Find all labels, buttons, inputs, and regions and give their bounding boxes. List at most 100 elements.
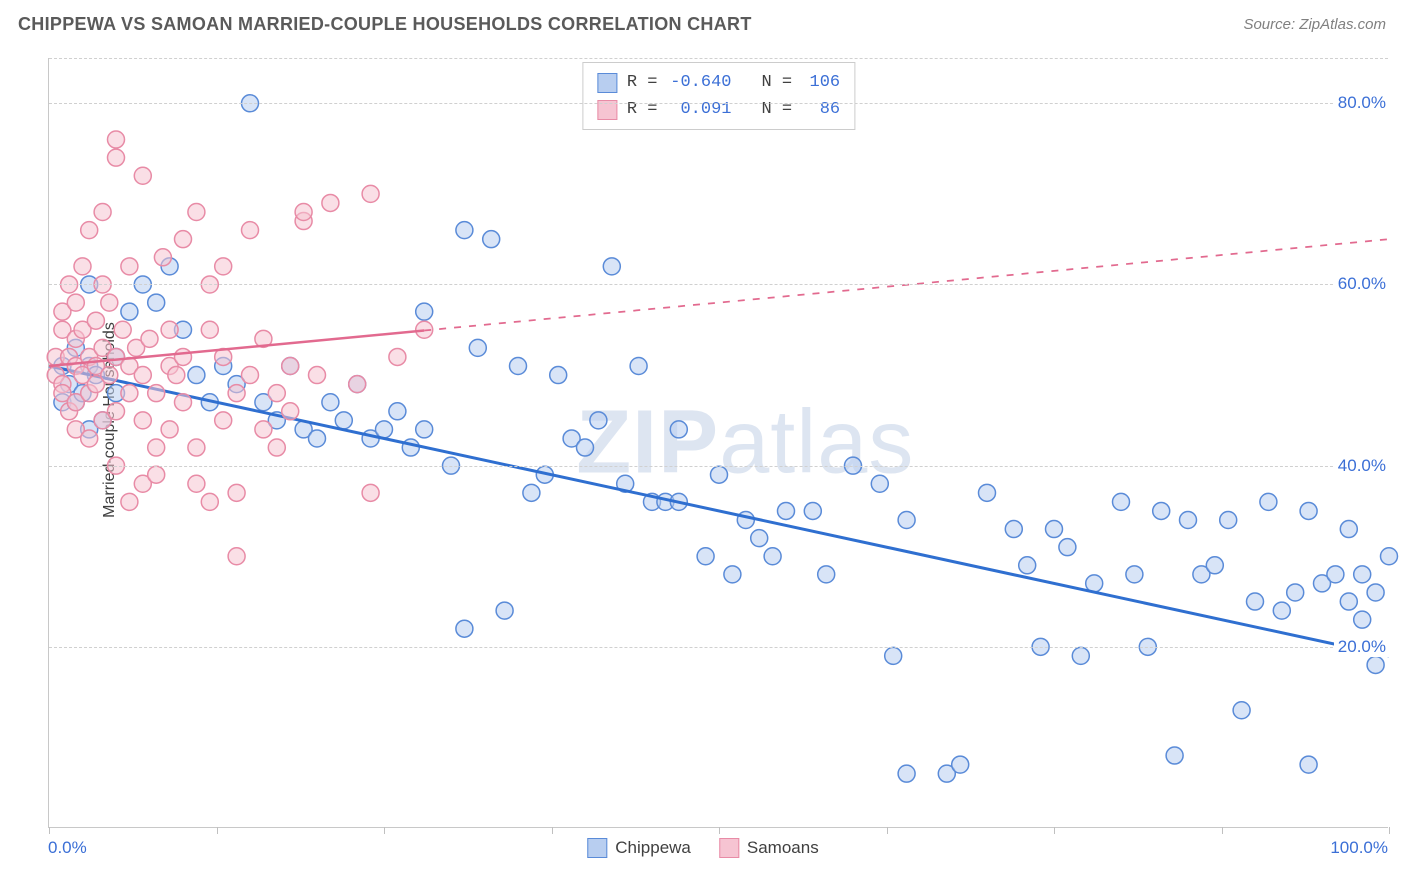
scatter-point <box>577 439 594 456</box>
x-tick <box>552 827 553 834</box>
legend-row: R = 0.091 N = 86 <box>597 96 840 123</box>
scatter-point <box>148 466 165 483</box>
scatter-point <box>148 294 165 311</box>
scatter-point <box>1206 557 1223 574</box>
scatter-point <box>101 367 118 384</box>
legend-swatch <box>719 838 739 858</box>
scatter-point <box>590 412 607 429</box>
scatter-point <box>1019 557 1036 574</box>
scatter-point <box>87 312 104 329</box>
scatter-point <box>175 394 192 411</box>
scatter-point <box>161 321 178 338</box>
scatter-point <box>161 421 178 438</box>
legend-n-value: 106 <box>802 69 840 96</box>
scatter-point <box>885 647 902 664</box>
scatter-point <box>1367 656 1384 673</box>
x-tick <box>1222 827 1223 834</box>
legend-n-label: N = <box>762 69 793 96</box>
legend-item: Chippewa <box>587 838 691 858</box>
scatter-point <box>898 765 915 782</box>
scatter-point <box>670 421 687 438</box>
scatter-point <box>228 484 245 501</box>
scatter-point <box>1180 512 1197 529</box>
legend-n-label: N = <box>762 96 793 123</box>
source-label: Source: ZipAtlas.com <box>1243 16 1386 33</box>
legend-r-value: 0.091 <box>668 96 732 123</box>
legend-swatch <box>587 838 607 858</box>
gridline <box>49 58 1388 59</box>
scatter-point <box>1220 512 1237 529</box>
scatter-point <box>1247 593 1264 610</box>
scatter-point <box>416 303 433 320</box>
scatter-point <box>1273 602 1290 619</box>
scatter-point <box>255 421 272 438</box>
gridline <box>49 647 1388 648</box>
y-tick-label: 60.0% <box>1334 274 1390 294</box>
scatter-point <box>1233 702 1250 719</box>
scatter-point <box>114 321 131 338</box>
scatter-point <box>148 385 165 402</box>
scatter-point <box>349 376 366 393</box>
scatter-point <box>979 484 996 501</box>
scatter-point <box>416 421 433 438</box>
scatter-point <box>603 258 620 275</box>
x-axis-max-label: 100.0% <box>1330 838 1388 858</box>
scatter-point <box>1367 584 1384 601</box>
scatter-point <box>804 502 821 519</box>
scatter-point <box>1126 566 1143 583</box>
scatter-point <box>335 412 352 429</box>
scatter-point <box>215 258 232 275</box>
x-tick <box>217 827 218 834</box>
scatter-point <box>1059 539 1076 556</box>
scatter-point <box>121 493 138 510</box>
x-tick <box>887 827 888 834</box>
scatter-point <box>1381 548 1398 565</box>
scatter-point <box>1046 521 1063 538</box>
scatter-point <box>81 222 98 239</box>
scatter-point <box>510 358 527 375</box>
scatter-point <box>1113 493 1130 510</box>
scatter-point <box>724 566 741 583</box>
scatter-point <box>456 620 473 637</box>
scatter-point <box>389 403 406 420</box>
scatter-point <box>74 258 91 275</box>
y-tick-label: 80.0% <box>1334 93 1390 113</box>
scatter-point <box>1300 502 1317 519</box>
scatter-point <box>1300 756 1317 773</box>
scatter-point <box>456 222 473 239</box>
scatter-point <box>134 412 151 429</box>
scatter-point <box>201 321 218 338</box>
scatter-point <box>242 367 259 384</box>
scatter-point <box>188 439 205 456</box>
scatter-point <box>121 385 138 402</box>
scatter-point <box>1340 593 1357 610</box>
scatter-point <box>309 430 326 447</box>
scatter-point <box>154 249 171 266</box>
scatter-point <box>1166 747 1183 764</box>
scatter-point <box>134 167 151 184</box>
scatter-point <box>1153 502 1170 519</box>
scatter-point <box>134 367 151 384</box>
scatter-point <box>295 204 312 221</box>
scatter-point <box>322 394 339 411</box>
scatter-point <box>108 403 125 420</box>
scatter-point <box>376 421 393 438</box>
scatter-point <box>121 258 138 275</box>
scatter-point <box>175 348 192 365</box>
scatter-point <box>101 294 118 311</box>
y-tick-label: 40.0% <box>1334 456 1390 476</box>
scatter-point <box>1340 521 1357 538</box>
scatter-point <box>268 439 285 456</box>
x-tick <box>1389 827 1390 834</box>
legend-correlation: R = -0.640 N = 106 R = 0.091 N = 86 <box>582 62 855 130</box>
x-axis-min-label: 0.0% <box>48 838 87 858</box>
scatter-point <box>148 439 165 456</box>
scatter-point <box>188 204 205 221</box>
scatter-point <box>188 475 205 492</box>
scatter-point <box>188 367 205 384</box>
scatter-point <box>871 475 888 492</box>
scatter-point <box>108 131 125 148</box>
scatter-point <box>1287 584 1304 601</box>
scatter-point <box>108 149 125 166</box>
scatter-point <box>818 566 835 583</box>
